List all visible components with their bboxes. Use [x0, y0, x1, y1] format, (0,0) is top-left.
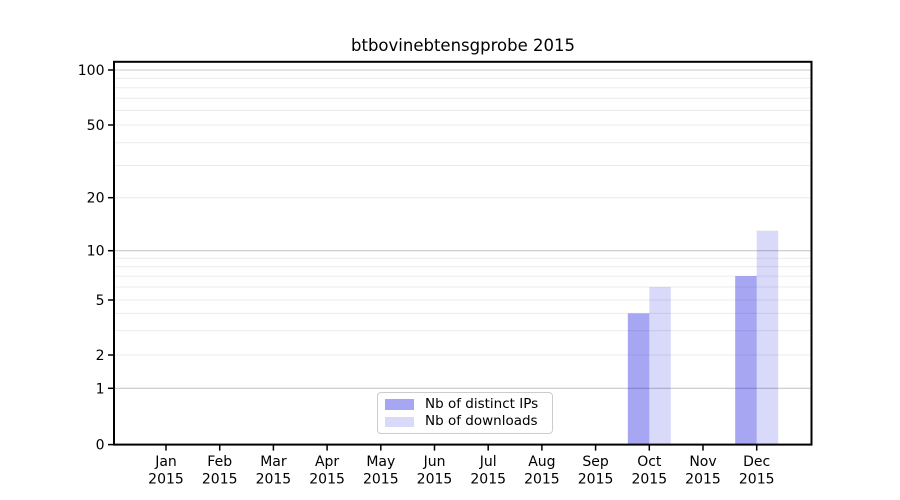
y-tick-label: 100: [78, 63, 105, 79]
x-tick-label-month: Apr: [315, 454, 339, 470]
x-tick-label-month: Dec: [743, 454, 770, 470]
x-tick-label-month: May: [366, 454, 395, 470]
x-tick-label-year: 2015: [524, 472, 560, 488]
legend-item-distinct-ips: Nb of distinct IPs: [385, 395, 552, 412]
x-tick-label-year: 2015: [739, 472, 775, 488]
x-tick-label-year: 2015: [256, 472, 292, 488]
x-tick-label-year: 2015: [685, 472, 721, 488]
y-tick-label: 50: [87, 118, 105, 134]
y-tick-label: 10: [87, 244, 105, 260]
x-tick-label-year: 2015: [470, 472, 506, 488]
x-tick-label-month: Feb: [207, 454, 232, 470]
x-tick-label-year: 2015: [148, 472, 184, 488]
x-tick-label-month: Jun: [423, 454, 446, 470]
x-tick-label-month: Nov: [689, 454, 716, 470]
axes-frame: [113, 60, 813, 446]
chart-title: btbovinebtensgprobe 2015: [351, 36, 575, 55]
legend-label-distinct-ips: Nb of distinct IPs: [425, 395, 539, 412]
legend-label-downloads: Nb of downloads: [425, 413, 538, 429]
x-tick-label-month: Jan: [154, 454, 177, 470]
x-tick-label-year: 2015: [578, 472, 614, 488]
bar-downloads-dec: [756, 230, 779, 445]
legend-swatch-distinct-ips-icon: [385, 399, 414, 410]
x-tick-label-month: Aug: [528, 454, 555, 470]
x-tick-label-month: Jul: [479, 454, 497, 470]
y-tick-label: 5: [96, 293, 105, 309]
legend-item-downloads: Nb of downloads: [385, 413, 552, 429]
bar-downloads-oct: [649, 287, 671, 445]
legend-swatch-downloads-icon: [385, 416, 414, 427]
y-tick-label: 0: [96, 438, 105, 454]
bar-distinct-ips-oct: [627, 313, 650, 445]
x-tick-label-month: Oct: [637, 454, 662, 470]
y-tick-label: 2: [96, 348, 105, 364]
bar-distinct-ips-dec: [735, 276, 757, 445]
x-tick-label-year: 2015: [202, 472, 238, 488]
x-tick-label-year: 2015: [309, 472, 345, 488]
x-tick-label-month: Mar: [260, 454, 287, 470]
legend: Nb of distinct IPs Nb of downloads: [377, 392, 553, 434]
x-tick-label-year: 2015: [363, 472, 399, 488]
x-tick-label-month: Sep: [582, 454, 609, 470]
y-tick-label: 20: [87, 191, 105, 207]
x-tick-label-year: 2015: [631, 472, 667, 488]
x-tick-label-year: 2015: [417, 472, 453, 488]
y-tick-label: 1: [96, 381, 105, 397]
